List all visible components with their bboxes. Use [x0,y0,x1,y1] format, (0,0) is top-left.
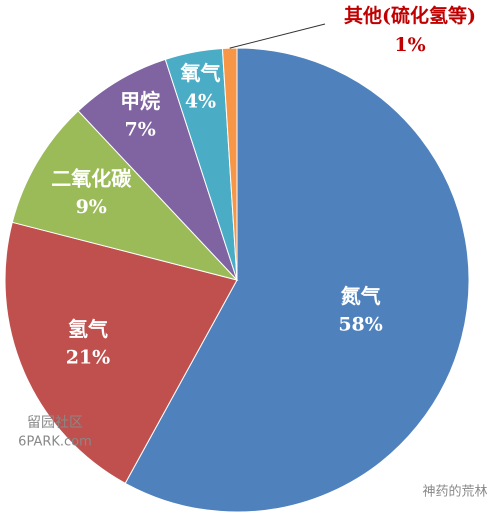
pie-slice [11,110,239,281]
slice-label: 甲烷 [120,89,160,113]
leader-line [229,23,326,49]
watermark: 留园社区 [27,415,83,431]
slice-value: 4% [185,91,216,113]
slice-value: 58% [338,314,383,336]
slice-value: 9% [76,196,107,218]
slice-value: 7% [125,118,156,140]
slice-value: 1% [394,34,425,56]
slice-label: 氧气 [179,61,220,85]
pie-slice [124,47,470,513]
slice-label: 氮气 [341,284,381,308]
slice-label: 其他(硫化氢等) [344,4,476,27]
slice-label: 二氧化碳 [51,166,132,190]
watermark: 神药的荒林 [422,484,487,500]
pie-slice [77,58,238,281]
slice-value: 21% [66,346,111,368]
pie-slice [4,221,238,484]
slice-label: 氢气 [68,317,108,341]
watermark: 6PARK.com [18,435,92,450]
